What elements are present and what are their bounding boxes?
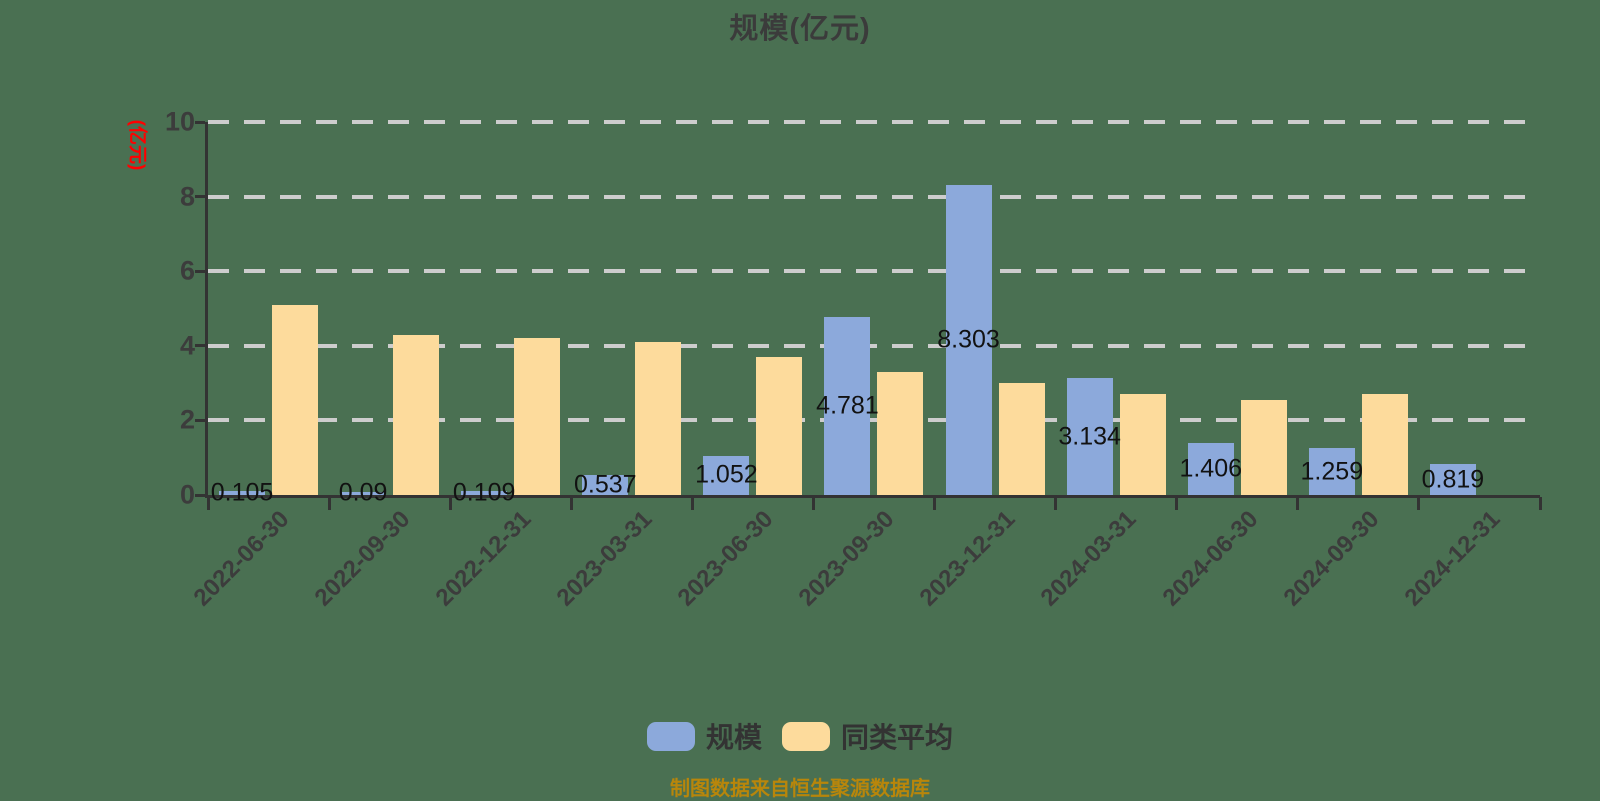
x-axis-label: 2023-09-30	[793, 505, 900, 612]
bar-value-label: 1.259	[1300, 457, 1364, 486]
bar-value-label: 0.819	[1421, 465, 1485, 494]
y-axis-tick-label-4: 4	[179, 330, 195, 361]
scale-bar[interactable]	[1308, 448, 1355, 495]
data-source-note: 制图数据来自恒生聚源数据库	[670, 778, 930, 800]
scale-bar[interactable]	[219, 491, 265, 495]
legend-item-peer-average[interactable]: 同类平均	[782, 716, 953, 756]
y-axis-tick-4	[195, 344, 205, 348]
gridline-6	[208, 269, 1540, 274]
y-axis-tick-label-10: 10	[164, 106, 195, 137]
bar-value-label: 8.303	[937, 325, 1000, 354]
x-axis-tick	[1538, 497, 1542, 510]
y-axis-tick-2	[195, 418, 205, 422]
scale-bar[interactable]	[340, 491, 387, 495]
scale-bar[interactable]	[1187, 442, 1234, 495]
bar-value-label: 0.537	[573, 470, 637, 499]
bar-value-label: 0.105	[210, 478, 274, 507]
y-axis-tick-10	[195, 120, 205, 124]
peer-average-series-swatch	[782, 721, 830, 751]
x-axis-tick	[569, 497, 573, 510]
peer-average-series-label: 同类平均	[841, 722, 954, 753]
x-axis-tick	[690, 497, 694, 510]
y-axis-tick-label-8: 8	[179, 181, 195, 212]
scale-bar[interactable]	[582, 474, 629, 495]
x-axis-label: 2024-03-31	[1035, 505, 1142, 612]
legend: 规模 同类平均	[0, 716, 1600, 756]
x-axis-tick	[933, 497, 937, 510]
y-axis-tick-label-2: 2	[179, 404, 195, 435]
scale-bar[interactable]	[461, 490, 508, 495]
x-axis-tick	[1054, 497, 1058, 510]
bar-value-label: 1.052	[695, 460, 758, 489]
y-axis-tick-label-0: 0	[179, 479, 195, 510]
x-axis-label: 2024-12-31	[1399, 505, 1506, 612]
scale-series-swatch	[646, 721, 695, 751]
scale-bar[interactable]	[1066, 378, 1113, 495]
peer-average-bar[interactable]	[1361, 394, 1408, 495]
scale-bar[interactable]	[945, 185, 992, 495]
peer-average-bar[interactable]	[877, 371, 924, 495]
peer-average-bar[interactable]	[756, 357, 803, 495]
x-axis-label: 2022-12-31	[430, 505, 537, 612]
gridline-4	[208, 343, 1540, 348]
x-axis-tick	[1417, 497, 1421, 510]
gridline-8	[208, 194, 1540, 199]
x-axis-label: 2023-06-30	[672, 505, 779, 612]
x-axis-tick	[811, 497, 815, 510]
x-axis-label: 2022-06-30	[188, 505, 295, 612]
scale-series-label: 规模	[705, 722, 762, 753]
plot-area: 0 2 4 6 8 10 0.105 0.09 0.109 0.537 1.052 4.781 8.30…	[165, 108, 1542, 611]
x-axis-label: 2024-09-30	[1278, 505, 1385, 612]
x-axis-tick	[1296, 497, 1300, 510]
peer-average-bar[interactable]	[272, 304, 318, 495]
x-axis-tick	[448, 497, 452, 510]
gridline-10	[208, 120, 1540, 124]
peer-average-bar[interactable]	[635, 342, 682, 495]
chart-title: 规模(亿元)	[729, 13, 871, 45]
gridline-2	[208, 418, 1540, 423]
y-axis-unit-label: (亿元)	[126, 119, 148, 171]
peer-average-bar[interactable]	[1240, 399, 1287, 495]
scale-bar[interactable]	[1429, 464, 1476, 495]
x-axis-tick	[327, 497, 331, 510]
y-axis-tick-0	[195, 493, 205, 497]
x-axis-label: 2024-06-30	[1157, 505, 1263, 612]
scale-bar[interactable]	[824, 316, 871, 495]
peer-average-bar[interactable]	[1119, 394, 1166, 495]
bar-value-label: 0.109	[452, 478, 516, 507]
x-axis-tick	[1175, 497, 1179, 510]
peer-average-bar[interactable]	[998, 383, 1045, 495]
x-axis-label: 2023-12-31	[914, 505, 1021, 612]
y-axis-tick-6	[195, 269, 205, 273]
peer-average-bar[interactable]	[393, 334, 440, 495]
legend-item-scale[interactable]: 规模	[646, 716, 762, 756]
bar-value-label: 1.406	[1179, 454, 1242, 483]
bar-value-label: 0.09	[338, 478, 388, 507]
x-axis-tick	[206, 497, 210, 510]
bar-value-label: 3.134	[1058, 422, 1121, 451]
peer-average-bar[interactable]	[514, 338, 561, 495]
y-axis-tick-8	[195, 195, 205, 199]
bar-value-label: 4.781	[816, 391, 879, 420]
x-axis-label: 2022-09-30	[309, 505, 416, 612]
x-axis-label: 2023-03-31	[551, 505, 658, 612]
scale-bar[interactable]	[703, 455, 750, 495]
y-axis-tick-label-6: 6	[179, 255, 195, 286]
